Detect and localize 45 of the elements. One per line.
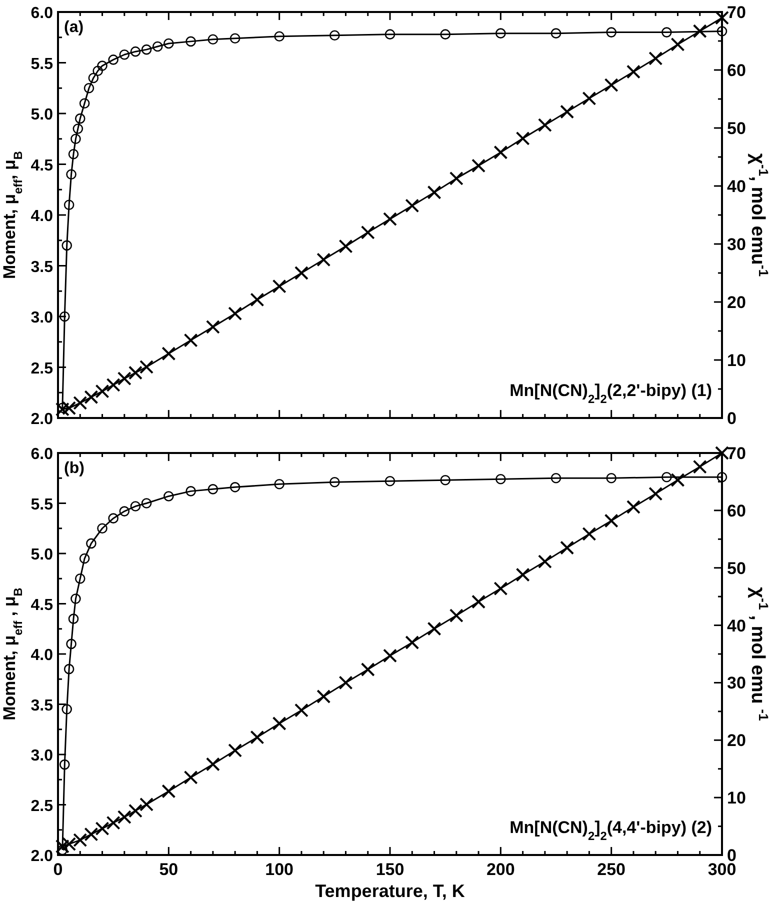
y-tick-label: 5.5 [30, 56, 54, 73]
y2-tick-label: 10 [727, 351, 746, 370]
y2-tick-label: 40 [727, 177, 746, 196]
y2-tick-label: 10 [727, 788, 746, 808]
x-axis-title: Temperature, T, K [315, 881, 465, 901]
y-tick-label: 4.5 [30, 596, 54, 614]
x-tick-label: 250 [597, 860, 626, 879]
y2-tick-label: 30 [727, 235, 746, 254]
annotation: Mn[N(CN)$_{2}$]$_{2}$(4,4'-bipy) (2) [510, 818, 712, 843]
y-tick-label: 3.0 [30, 748, 54, 764]
y2-tick-label: 70 [727, 3, 746, 22]
y-tick-label: 6.0 [30, 446, 54, 463]
y2-tick-label: 60 [727, 61, 746, 80]
y2-tick-label: 40 [727, 616, 746, 636]
x-tick-label: 300 [708, 860, 736, 879]
annotation: (b) [64, 460, 84, 477]
y-tick-label: 5.0 [30, 546, 54, 564]
y2-tick-label: 20 [727, 293, 746, 312]
y-tick-label: 2.5 [30, 798, 54, 815]
y-tick-label: 4.5 [30, 157, 54, 174]
y-tick-label: 4.0 [30, 647, 54, 664]
x-tick-label: 0 [53, 860, 63, 879]
annotation: (a) [64, 19, 84, 36]
y-tick-label: 4.0 [30, 208, 54, 225]
y-tick-label: 6.0 [30, 5, 54, 22]
y-tick-label: 2.0 [30, 411, 54, 428]
y2-tick-label: 50 [727, 558, 746, 578]
x-tick-label: 50 [159, 860, 178, 879]
y-tick-label: 5.5 [30, 496, 54, 514]
y-tick-label: 2.5 [30, 360, 54, 378]
y2-tick-label: 20 [727, 731, 746, 750]
y-tick-label: 3.5 [30, 697, 54, 714]
y2-tick-label: 70 [727, 444, 746, 463]
x-tick-label: 100 [265, 860, 294, 879]
x-tick-label: 150 [376, 860, 404, 879]
y-tick-label: 2.0 [30, 848, 54, 865]
x-tick-label: 200 [486, 860, 515, 879]
annotation: Mn[N(CN)$_{2}$]$_{2}$(2,2'-bipy) (1) [510, 381, 712, 406]
y2-tick-label: 30 [727, 674, 746, 693]
y2-tick-label: 50 [727, 119, 746, 138]
y-tick-label: 3.5 [30, 258, 54, 276]
y2-tick-label: 60 [727, 501, 746, 520]
y-tick-label: 5.0 [30, 106, 54, 124]
y-tick-label: 3.0 [30, 310, 54, 326]
y2-tick-label: 0 [727, 409, 736, 428]
